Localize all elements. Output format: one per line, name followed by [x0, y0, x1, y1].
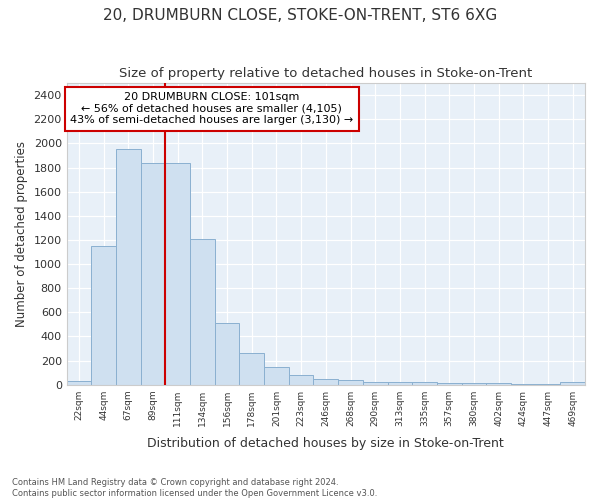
- Text: 20, DRUMBURN CLOSE, STOKE-ON-TRENT, ST6 6XG: 20, DRUMBURN CLOSE, STOKE-ON-TRENT, ST6 …: [103, 8, 497, 22]
- Bar: [437, 383, 461, 384]
- Bar: [190, 238, 215, 384]
- Bar: [313, 379, 338, 384]
- X-axis label: Distribution of detached houses by size in Stoke-on-Trent: Distribution of detached houses by size …: [148, 437, 504, 450]
- Title: Size of property relative to detached houses in Stoke-on-Trent: Size of property relative to detached ho…: [119, 68, 532, 80]
- Bar: [67, 381, 91, 384]
- Bar: [412, 382, 437, 384]
- Bar: [486, 383, 511, 384]
- Bar: [91, 246, 116, 384]
- Bar: [289, 375, 313, 384]
- Bar: [116, 150, 141, 384]
- Bar: [338, 380, 363, 384]
- Bar: [560, 382, 585, 384]
- Y-axis label: Number of detached properties: Number of detached properties: [15, 141, 28, 327]
- Bar: [215, 323, 239, 384]
- Bar: [239, 352, 264, 384]
- Bar: [141, 162, 166, 384]
- Bar: [264, 366, 289, 384]
- Text: 20 DRUMBURN CLOSE: 101sqm
← 56% of detached houses are smaller (4,105)
43% of se: 20 DRUMBURN CLOSE: 101sqm ← 56% of detac…: [70, 92, 353, 126]
- Bar: [388, 382, 412, 384]
- Bar: [461, 383, 486, 384]
- Bar: [363, 382, 388, 384]
- Text: Contains HM Land Registry data © Crown copyright and database right 2024.
Contai: Contains HM Land Registry data © Crown c…: [12, 478, 377, 498]
- Bar: [166, 162, 190, 384]
